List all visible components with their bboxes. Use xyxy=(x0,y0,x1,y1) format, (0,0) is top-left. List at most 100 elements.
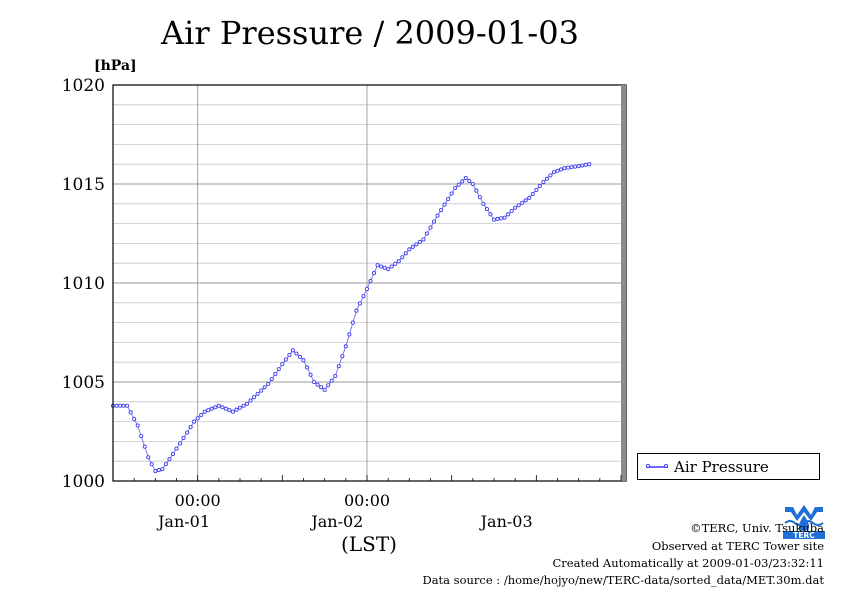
x-tick-label: 00:00 xyxy=(175,491,221,510)
data-point xyxy=(463,176,468,181)
y-tick-label: 1000 xyxy=(62,472,105,492)
data-point xyxy=(315,382,320,387)
data-point xyxy=(223,406,228,411)
data-point xyxy=(470,181,475,187)
data-point xyxy=(294,351,299,356)
data-point xyxy=(491,217,497,222)
chart-title: Air Pressure / 2009-01-03 xyxy=(161,14,579,52)
data-point xyxy=(435,213,440,218)
data-point xyxy=(290,348,295,353)
data-point xyxy=(428,225,433,230)
data-point xyxy=(506,212,511,217)
credit-source: Data source : /home/hojyo/new/TERC-data/… xyxy=(422,573,824,587)
data-point xyxy=(234,407,239,412)
data-point xyxy=(213,405,218,410)
data-point xyxy=(347,332,352,337)
data-point xyxy=(530,191,535,196)
data-point xyxy=(513,205,518,210)
data-point xyxy=(407,247,412,252)
data-point xyxy=(280,362,285,367)
credit-site: Observed at TERC Tower site xyxy=(651,539,824,553)
data-point xyxy=(488,212,493,217)
y-tick-label: 1015 xyxy=(62,175,105,195)
data-point xyxy=(237,405,243,410)
data-point xyxy=(453,185,458,191)
data-point xyxy=(562,166,567,171)
data-point xyxy=(146,455,151,460)
data-point xyxy=(548,173,553,178)
data-point xyxy=(467,178,472,184)
data-point xyxy=(266,381,271,387)
data-point xyxy=(326,383,331,388)
data-point xyxy=(456,182,461,187)
data-point xyxy=(361,294,366,299)
data-point xyxy=(114,403,119,408)
data-point xyxy=(153,469,158,474)
data-point xyxy=(424,231,430,236)
data-point xyxy=(421,237,426,242)
data-point xyxy=(400,255,405,260)
data-point xyxy=(523,198,528,203)
data-point xyxy=(156,468,161,473)
data-point xyxy=(544,176,549,181)
data-point xyxy=(481,201,486,206)
data-point xyxy=(259,388,264,393)
data-point xyxy=(439,208,444,213)
data-point xyxy=(566,165,571,170)
data-point xyxy=(340,354,345,359)
data-point xyxy=(527,195,532,200)
y-tick-label: 1020 xyxy=(62,76,105,96)
data-point xyxy=(230,409,235,414)
credit-created: Created Automatically at 2009-01-03/23:3… xyxy=(552,556,825,570)
data-point xyxy=(354,308,359,313)
data-point xyxy=(329,378,334,383)
data-point xyxy=(227,408,232,413)
data-point xyxy=(541,179,546,185)
data-point xyxy=(283,357,288,362)
data-point xyxy=(128,410,133,415)
x-axis-label: (LST) xyxy=(341,532,397,556)
data-point xyxy=(319,385,324,390)
data-point xyxy=(442,202,447,207)
data-point xyxy=(534,187,539,192)
date-label: Jan-01 xyxy=(156,512,210,531)
data-point xyxy=(502,215,507,220)
y-axis-label: [hPa] xyxy=(94,58,137,74)
data-point xyxy=(149,462,154,467)
data-point xyxy=(375,263,380,268)
data-point xyxy=(386,267,391,272)
legend-label: Air Pressure xyxy=(674,457,769,476)
data-point xyxy=(393,261,398,266)
data-point xyxy=(446,196,451,202)
data-point xyxy=(308,372,313,377)
data-point xyxy=(160,467,165,472)
data-point xyxy=(301,358,306,363)
legend-swatch-icon xyxy=(646,463,668,468)
data-point xyxy=(304,365,310,370)
data-point xyxy=(220,405,225,410)
data-point xyxy=(287,352,292,357)
data-point xyxy=(181,435,186,440)
credit-copyright: ©TERC, Univ. Tsukuba xyxy=(690,521,824,535)
data-point xyxy=(248,398,253,403)
data-point xyxy=(417,239,422,244)
data-point xyxy=(516,203,521,208)
data-point xyxy=(185,430,190,435)
data-point xyxy=(520,200,525,205)
data-point xyxy=(276,367,281,372)
data-point xyxy=(474,188,479,193)
data-point xyxy=(403,251,408,256)
data-point xyxy=(312,379,317,385)
data-point xyxy=(372,271,377,276)
terc-logo-icon: TERC xyxy=(783,503,825,539)
data-point xyxy=(333,374,338,379)
data-point xyxy=(199,412,204,418)
data-point xyxy=(195,416,200,421)
data-point xyxy=(580,163,585,168)
data-point xyxy=(537,183,542,189)
data-point xyxy=(350,320,355,325)
data-point xyxy=(396,259,401,264)
data-point xyxy=(509,209,514,214)
data-point xyxy=(558,167,564,172)
data-point xyxy=(135,423,140,428)
